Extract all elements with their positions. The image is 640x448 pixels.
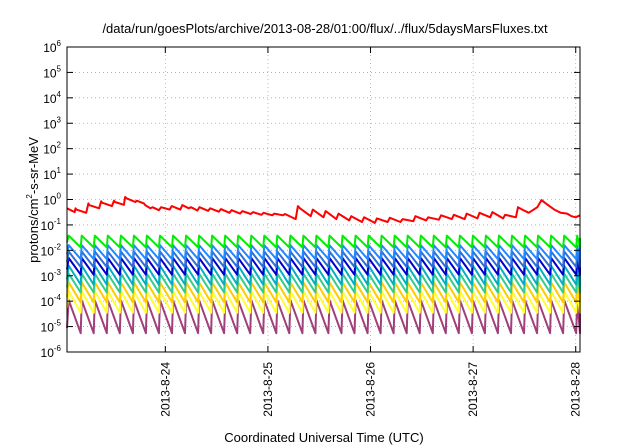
grid <box>67 47 580 352</box>
y-tick-label: 101 <box>43 166 61 182</box>
x-tick-label: 2013-8-24 <box>158 362 172 417</box>
x-tick-label: 2013-8-26 <box>364 362 378 417</box>
y-tick-label: 10-1 <box>41 217 62 233</box>
y-tick-label: 10-4 <box>41 293 62 309</box>
y-tick-label: 10-5 <box>41 319 62 335</box>
y-tick-label: 10-3 <box>41 268 62 284</box>
y-axis-label: protons/cm2-s-sr-MeV <box>25 137 41 263</box>
y-tick-label: 100 <box>43 192 61 208</box>
x-tick-label: 2013-8-28 <box>569 362 583 417</box>
x-tick-label: 2013-8-27 <box>466 362 480 417</box>
chart-title: /data/run/goesPlots/archive/2013-08-28/0… <box>102 21 548 36</box>
y-tick-label: 103 <box>43 115 61 131</box>
series-line <box>66 196 581 224</box>
y-tick-label: 102 <box>43 141 61 157</box>
series-line <box>66 244 581 261</box>
y-tick-label: 10-2 <box>41 242 62 258</box>
series-group <box>66 196 581 335</box>
x-axis-label: Coordinated Universal Time (UTC) <box>224 430 423 445</box>
x-axis: 2013-8-24 2013-8-25 2013-8-26 2013-8-27 2013… <box>158 47 583 417</box>
series-line <box>66 234 581 249</box>
y-tick-label: 106 <box>43 39 61 55</box>
y-tick-label: 105 <box>43 64 61 80</box>
y-tick-label: 10-6 <box>41 344 62 360</box>
series-line <box>66 299 581 335</box>
y-axis: 10-6 10-5 10-4 10-3 10-2 10-1 100 101 102 103 104 1… <box>41 39 580 360</box>
x-tick-label: 2013-8-25 <box>261 362 275 417</box>
y-tick-label: 104 <box>43 90 61 106</box>
